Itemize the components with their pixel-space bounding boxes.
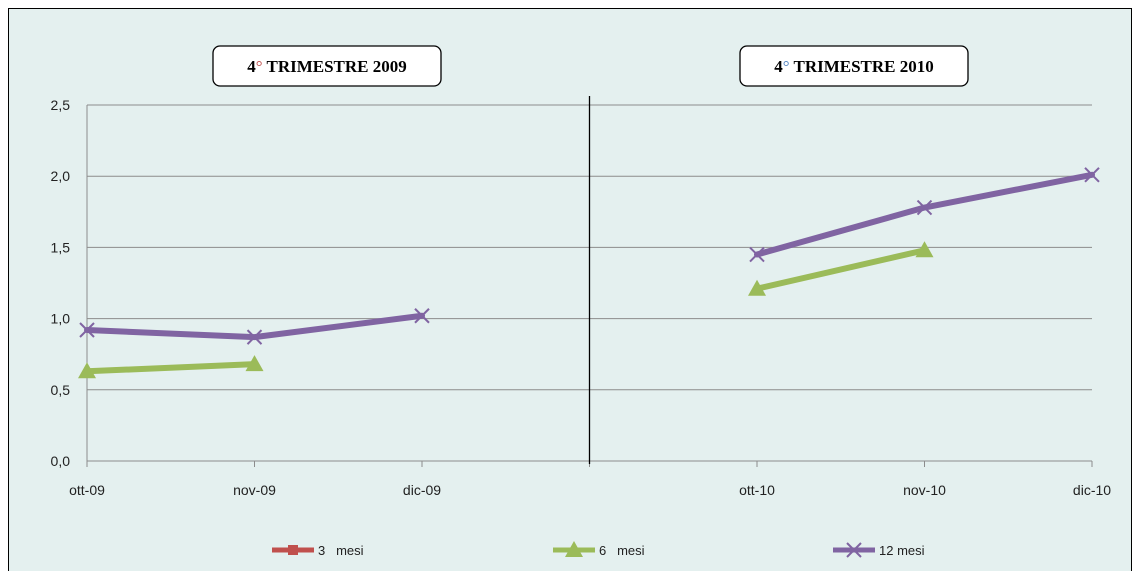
x-tick-label: nov-09 [233,482,276,498]
legend-marker [565,541,583,557]
data-point [78,362,96,379]
y-tick-label: 2,5 [51,97,71,113]
panel-title-text: TRIMESTRE 2009 [263,57,407,76]
legend-label: 3 mesi [318,543,364,558]
data-point [245,355,264,372]
data-point [246,329,263,345]
data-point [79,322,95,338]
y-tick-label: 1,0 [51,311,71,327]
y-tick-label: 0,0 [51,453,71,469]
data-point [749,246,765,263]
legend-marker [846,542,862,558]
panel-title-number: 4 [247,57,256,76]
y-tick-label: 2,0 [51,168,71,184]
data-point-stroke [246,329,263,345]
legend-label: 6 mesi [599,543,645,558]
data-point-stroke [79,322,95,338]
x-tick-label: ott-09 [69,482,105,498]
panel-title-box [212,45,442,87]
panel-title-degree: ° [783,57,790,76]
series-line [84,361,258,375]
chart-background [8,8,1132,576]
series-3 [79,167,1100,345]
series-2 [78,241,934,379]
x-tick-label: dic-10 [1073,482,1111,498]
x-tick-label: ott-10 [739,482,775,498]
panel-title: 4° TRIMESTRE 2009 [247,57,407,76]
legend-item: 6 mesi [553,541,645,558]
panel-title-number: 4 [774,57,783,76]
legend-marker [288,545,298,555]
panel-title-degree: ° [256,57,263,76]
data-point-stroke [414,308,430,324]
legend-item: 12 mesi [833,542,925,558]
y-tick-label: 1,5 [51,239,71,255]
data-point-stroke [749,246,765,263]
data-point [748,279,766,296]
data-point [414,308,430,324]
data-point [916,199,933,216]
panel-title-text: TRIMESTRE 2010 [790,57,934,76]
x-tick-label: nov-10 [903,482,946,498]
data-point-stroke [916,199,933,216]
data-point-stroke [1084,167,1100,183]
panel-title-box [739,45,969,87]
x-tick-label: dic-09 [403,482,441,498]
legend-item: 3 mesi [272,543,364,558]
legend-marker-stroke [846,542,862,558]
y-tick-label: 0,5 [51,382,71,398]
panel-title: 4° TRIMESTRE 2010 [774,57,934,76]
legend-label: 12 mesi [879,543,925,558]
data-point [915,241,934,258]
series-line [754,247,928,292]
data-point [1084,167,1100,183]
